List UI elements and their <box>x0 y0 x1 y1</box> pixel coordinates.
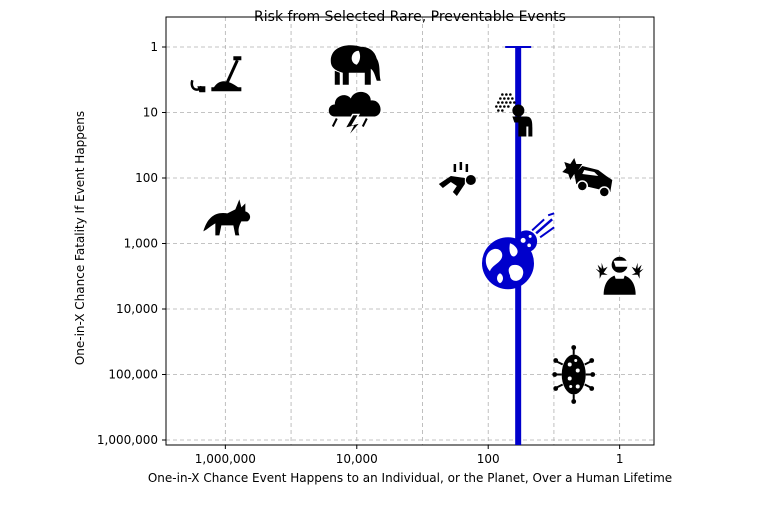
elephant-icon <box>330 45 381 85</box>
y-tick-label: 100,000 <box>108 368 158 382</box>
grid <box>166 17 654 445</box>
storm-cloud-lightning-icon <box>328 91 381 139</box>
y-tick-label: 10,000 <box>116 302 158 316</box>
svg-text:One-in-X Chance Fatality If Ev: One-in-X Chance Fatality If Event Happen… <box>73 111 87 365</box>
axis-ticks: 1,000,000 10,000 100 1 1 10 100 1,000 10,000 100,… <box>97 40 624 466</box>
svg-text:One-in-X Chance Event Happens: One-in-X Chance Event Happens to an Indi… <box>148 471 672 485</box>
y-axis-label: One-in-X Chance Fatality If Event Happen… <box>73 111 87 365</box>
person-sick-icon <box>495 93 533 137</box>
car-crash-icon <box>562 158 613 198</box>
meteor-icon <box>515 212 555 253</box>
fox-icon <box>203 199 251 236</box>
person-falling-icon <box>438 162 476 196</box>
y-tick-label: 10 <box>143 106 158 120</box>
x-axis-label: One-in-X Chance Event Happens to an Indi… <box>148 471 672 485</box>
y-tick-label: 1,000 <box>124 237 158 251</box>
plot-frame <box>165 16 655 446</box>
event-icons <box>190 45 644 404</box>
virus-icon <box>552 345 596 404</box>
x-tick-label: 100 <box>477 452 500 466</box>
x-tick-label: 1 <box>616 452 624 466</box>
y-tick-label: 1,000,000 <box>97 433 158 447</box>
x-tick-label: 1,000,000 <box>195 452 256 466</box>
y-tick-label: 1 <box>150 40 158 54</box>
x-tick-label: 10,000 <box>336 452 378 466</box>
shovel-digging-icon <box>190 56 242 93</box>
person-sneezing-icon <box>595 256 644 295</box>
y-tick-label: 100 <box>135 171 158 185</box>
